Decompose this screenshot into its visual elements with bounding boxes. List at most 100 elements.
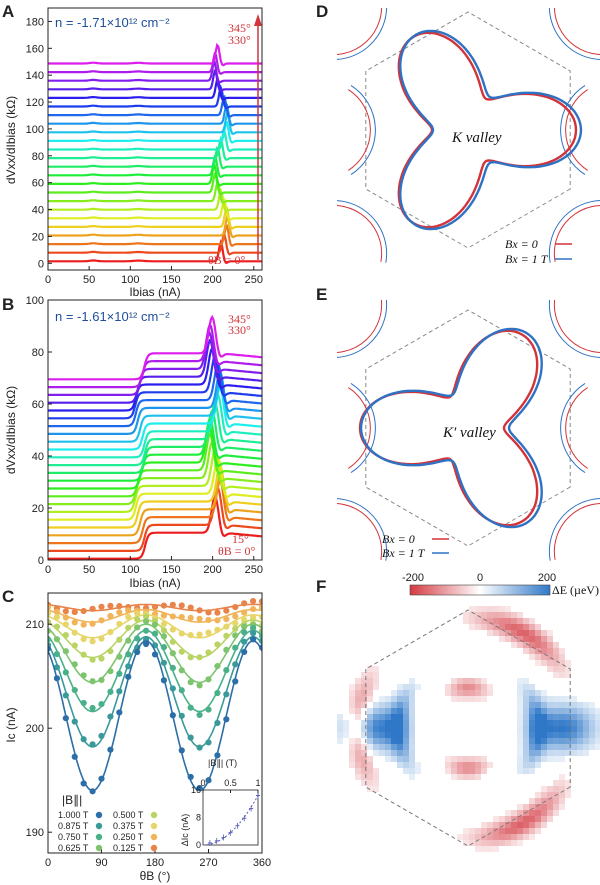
panel-f-cell — [385, 756, 391, 762]
panel-f-cell — [451, 684, 457, 690]
panel-e-neighbor-arc — [337, 300, 388, 358]
panel-c-point — [258, 598, 262, 605]
panel-f-cell — [475, 834, 481, 840]
panel-f-cell — [529, 798, 535, 804]
panel-c-legend-marker — [95, 844, 103, 852]
panel-f-cell — [529, 618, 535, 624]
panel-f-cell — [493, 618, 499, 624]
panel-e: E K′ valley Bx = 0 Bx = 1 T — [316, 285, 600, 561]
panel-c-point — [223, 607, 230, 614]
panel-f-cell — [409, 690, 415, 696]
panel-f-cell — [481, 684, 487, 690]
panel-f-cell — [547, 654, 553, 660]
panel-c-point — [205, 706, 212, 713]
panel-c-point — [116, 636, 123, 643]
panel-c-point — [89, 656, 96, 663]
panel-c-point — [134, 624, 141, 631]
panel-f-cell — [409, 744, 415, 750]
panel-f-cell — [355, 696, 361, 702]
panel-c-point — [196, 711, 203, 719]
panel-f-cell — [475, 696, 481, 702]
panel-f-cell — [475, 684, 481, 690]
panel-f-cell — [469, 840, 475, 846]
panel-c-point — [48, 627, 52, 634]
panel-c-point — [241, 623, 248, 630]
panel-f-cell — [457, 762, 463, 768]
panel-f-cell — [553, 726, 559, 732]
panel-c-point — [134, 648, 141, 656]
panel-f-cell — [403, 744, 409, 750]
panel-c-legend: 1.000 T0.875 T0.750 T0.625 T 0.500 T0.375… — [58, 810, 158, 853]
panel-f-letter: F — [316, 577, 326, 596]
panel-f-cell — [355, 684, 361, 690]
panel-f-cell — [367, 690, 373, 696]
panel-f-cell — [517, 714, 523, 720]
panel-f-cell — [409, 750, 415, 756]
panel-f-cell — [559, 780, 565, 786]
panel-c-point — [98, 732, 105, 739]
panel-f-cell — [463, 762, 469, 768]
panel-f-cell — [349, 738, 355, 744]
panel-c-point — [196, 682, 203, 689]
panel-f-cell — [457, 696, 463, 702]
panel-f-cell — [451, 762, 457, 768]
panel-f-cell — [505, 618, 511, 624]
panel-f-cell — [367, 732, 373, 738]
panel-c-legend-marker — [150, 822, 158, 830]
panel-c-point — [116, 602, 123, 610]
panel-f-cell — [487, 846, 493, 852]
panel-b-trace-330 — [48, 323, 262, 389]
panel-f-cell — [373, 768, 379, 774]
panel-f-cell — [499, 834, 505, 840]
panel-c-point — [53, 623, 61, 630]
panel-f-cell — [517, 726, 523, 732]
panel-e-fermi-surface-b1 — [359, 327, 543, 529]
panel-f-cell — [565, 786, 571, 792]
panel-f-cell — [517, 816, 523, 822]
panel-c-point — [196, 744, 203, 751]
panel-f-cell — [559, 696, 565, 702]
panel-f-cell — [541, 642, 547, 648]
panel-c-point — [62, 648, 69, 655]
panel-f-cell — [487, 840, 493, 846]
panel-f-cell — [535, 798, 541, 804]
panel-c-point — [89, 678, 96, 685]
panel-c-point — [223, 616, 230, 623]
panel-c-point — [125, 613, 132, 621]
panel-f-cell — [559, 744, 565, 750]
panel-f-cell — [589, 708, 595, 714]
panel-c-point — [223, 646, 230, 653]
panel-c-point — [205, 777, 212, 784]
panel-f-cell — [529, 804, 535, 810]
panel-f-cell — [529, 624, 535, 630]
panel-f-cell — [565, 702, 571, 708]
panel-c-point — [214, 689, 221, 697]
panel-c-point — [142, 613, 150, 620]
panel-c-point — [62, 632, 69, 639]
panel-f-cell — [535, 642, 541, 648]
panel-f-cell — [535, 816, 541, 822]
panel-d-neighbor-arc — [337, 205, 383, 262]
panel-d-neighbor-arc — [553, 205, 600, 262]
panel-f-cell — [487, 690, 493, 696]
panel-a-trace-165 — [48, 145, 262, 170]
panel-c-xtick-label: 0 — [45, 857, 51, 869]
panel-b-ytick-label: 20 — [32, 503, 44, 515]
panel-f-cell — [373, 732, 379, 738]
panel-c-point — [178, 648, 185, 655]
panel-f-cell — [475, 624, 481, 630]
panel-b-ytick-label: 40 — [32, 451, 44, 463]
panel-f-cell — [547, 714, 553, 720]
panel-b-trace-0 — [48, 494, 262, 560]
panel-e-legend-b1: Bx = 1 T — [382, 546, 426, 560]
panel-c-ytick-label: 210 — [26, 619, 44, 631]
panel-d-neighbor-arc — [553, 8, 600, 55]
panel-f-cell — [529, 684, 535, 690]
panel-c-point — [241, 600, 248, 607]
panel-f-cell — [451, 690, 457, 696]
panel-f-cell — [511, 840, 517, 846]
panel-f-brillouin-zone — [365, 609, 571, 847]
panel-c-point — [258, 637, 262, 645]
panel-f-cell — [361, 690, 367, 696]
panel-f-cell — [547, 756, 553, 762]
